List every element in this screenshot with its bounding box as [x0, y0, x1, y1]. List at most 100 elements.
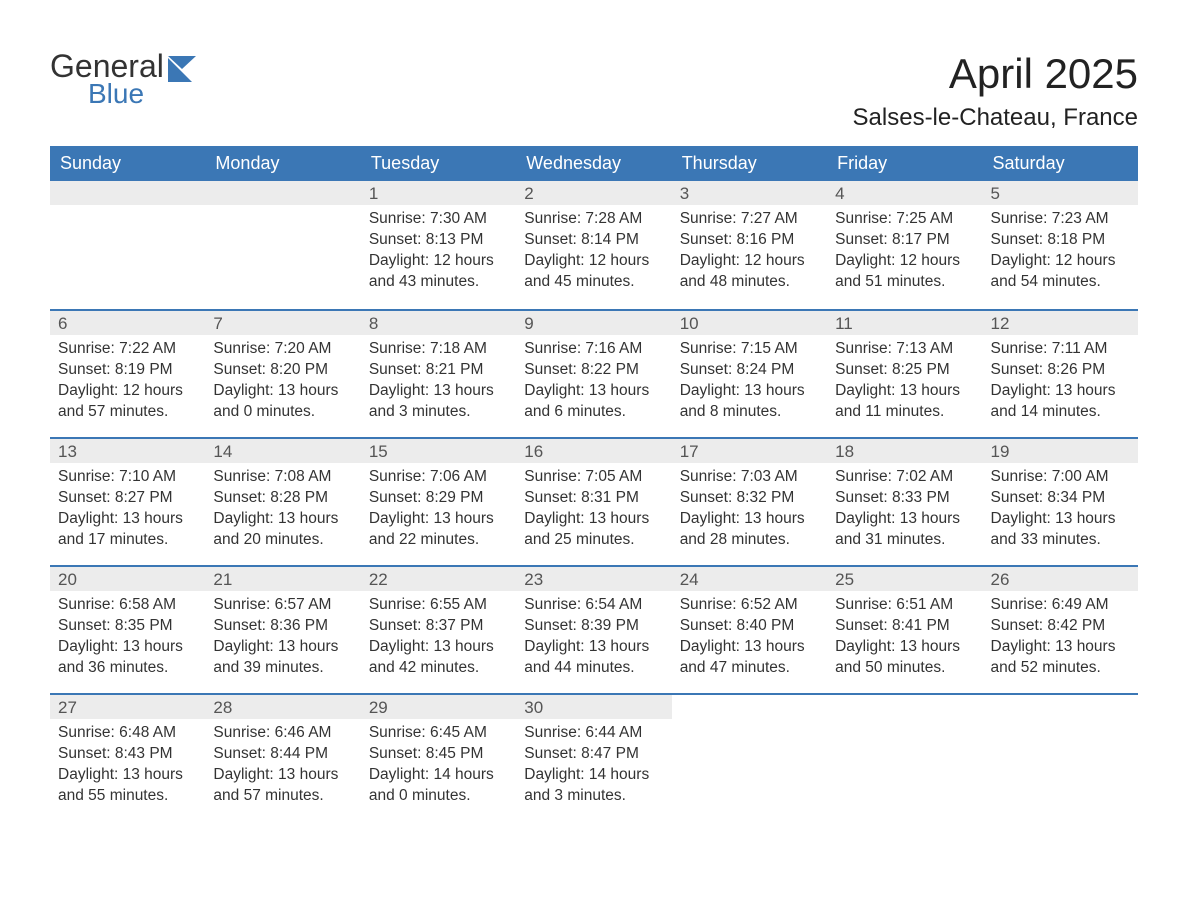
sunset-text: Sunset: 8:24 PM: [680, 360, 819, 381]
sunrise-text: Sunrise: 7:22 AM: [58, 339, 197, 360]
calendar-day: 3Sunrise: 7:27 AMSunset: 8:16 PMDaylight…: [672, 181, 827, 309]
sunrise-text: Sunrise: 7:16 AM: [524, 339, 663, 360]
day-content: Sunrise: 7:16 AMSunset: 8:22 PMDaylight:…: [516, 335, 671, 433]
sunrise-text: Sunrise: 7:25 AM: [835, 209, 974, 230]
daylight-text-1: Daylight: 14 hours: [524, 765, 663, 786]
month-title: April 2025: [853, 50, 1138, 98]
daylight-text-1: Daylight: 13 hours: [58, 509, 197, 530]
calendar-day: 14Sunrise: 7:08 AMSunset: 8:28 PMDayligh…: [205, 439, 360, 565]
sunset-text: Sunset: 8:43 PM: [58, 744, 197, 765]
day-number: 29: [361, 695, 516, 719]
sunrise-text: Sunrise: 6:54 AM: [524, 595, 663, 616]
day-number: 3: [672, 181, 827, 205]
sunset-text: Sunset: 8:25 PM: [835, 360, 974, 381]
day-content: Sunrise: 7:25 AMSunset: 8:17 PMDaylight:…: [827, 205, 982, 303]
day-content: Sunrise: 6:57 AMSunset: 8:36 PMDaylight:…: [205, 591, 360, 689]
daylight-text-2: and 28 minutes.: [680, 530, 819, 551]
brand-word2: Blue: [88, 78, 164, 110]
weekday-header: Thursday: [672, 146, 827, 181]
calendar-day: [827, 695, 982, 821]
day-number: 6: [50, 311, 205, 335]
day-content: Sunrise: 7:20 AMSunset: 8:20 PMDaylight:…: [205, 335, 360, 433]
day-content: Sunrise: 7:00 AMSunset: 8:34 PMDaylight:…: [983, 463, 1138, 561]
day-content: Sunrise: 6:49 AMSunset: 8:42 PMDaylight:…: [983, 591, 1138, 689]
day-number: 13: [50, 439, 205, 463]
sunset-text: Sunset: 8:18 PM: [991, 230, 1130, 251]
sunrise-text: Sunrise: 7:30 AM: [369, 209, 508, 230]
daylight-text-2: and 17 minutes.: [58, 530, 197, 551]
day-content: Sunrise: 7:03 AMSunset: 8:32 PMDaylight:…: [672, 463, 827, 561]
daylight-text-1: Daylight: 13 hours: [213, 381, 352, 402]
daylight-text-2: and 3 minutes.: [524, 786, 663, 807]
sunset-text: Sunset: 8:36 PM: [213, 616, 352, 637]
calendar-day: 27Sunrise: 6:48 AMSunset: 8:43 PMDayligh…: [50, 695, 205, 821]
daylight-text-2: and 3 minutes.: [369, 402, 508, 423]
sunset-text: Sunset: 8:33 PM: [835, 488, 974, 509]
daylight-text-1: Daylight: 13 hours: [58, 765, 197, 786]
daylight-text-2: and 14 minutes.: [991, 402, 1130, 423]
day-content: Sunrise: 6:48 AMSunset: 8:43 PMDaylight:…: [50, 719, 205, 817]
calendar-week: 6Sunrise: 7:22 AMSunset: 8:19 PMDaylight…: [50, 309, 1138, 437]
sunset-text: Sunset: 8:35 PM: [58, 616, 197, 637]
sunrise-text: Sunrise: 7:10 AM: [58, 467, 197, 488]
daylight-text-2: and 22 minutes.: [369, 530, 508, 551]
daylight-text-1: Daylight: 13 hours: [991, 509, 1130, 530]
day-number: 1: [361, 181, 516, 205]
brand-flag-icon: [168, 56, 206, 87]
daylight-text-1: Daylight: 13 hours: [213, 637, 352, 658]
daylight-text-1: Daylight: 13 hours: [835, 509, 974, 530]
sunrise-text: Sunrise: 6:49 AM: [991, 595, 1130, 616]
calendar-day: [672, 695, 827, 821]
sunrise-text: Sunrise: 7:15 AM: [680, 339, 819, 360]
daylight-text-1: Daylight: 12 hours: [58, 381, 197, 402]
sunset-text: Sunset: 8:26 PM: [991, 360, 1130, 381]
calendar-day: 7Sunrise: 7:20 AMSunset: 8:20 PMDaylight…: [205, 311, 360, 437]
day-number: 2: [516, 181, 671, 205]
daylight-text-1: Daylight: 13 hours: [213, 765, 352, 786]
sunrise-text: Sunrise: 6:45 AM: [369, 723, 508, 744]
day-content: Sunrise: 6:52 AMSunset: 8:40 PMDaylight:…: [672, 591, 827, 689]
calendar-day: 2Sunrise: 7:28 AMSunset: 8:14 PMDaylight…: [516, 181, 671, 309]
sunrise-text: Sunrise: 7:13 AM: [835, 339, 974, 360]
daylight-text-2: and 57 minutes.: [213, 786, 352, 807]
daylight-text-1: Daylight: 13 hours: [524, 509, 663, 530]
calendar-week: 13Sunrise: 7:10 AMSunset: 8:27 PMDayligh…: [50, 437, 1138, 565]
empty-day-header: [205, 181, 360, 205]
day-number: 21: [205, 567, 360, 591]
day-number: 27: [50, 695, 205, 719]
day-content: Sunrise: 7:28 AMSunset: 8:14 PMDaylight:…: [516, 205, 671, 303]
daylight-text-2: and 57 minutes.: [58, 402, 197, 423]
daylight-text-2: and 25 minutes.: [524, 530, 663, 551]
calendar-day: [983, 695, 1138, 821]
weekday-header: Monday: [205, 146, 360, 181]
day-number: 23: [516, 567, 671, 591]
calendar-day: 29Sunrise: 6:45 AMSunset: 8:45 PMDayligh…: [361, 695, 516, 821]
sunset-text: Sunset: 8:40 PM: [680, 616, 819, 637]
header-row: General Blue April 2025 Salses-le-Chatea…: [50, 50, 1138, 132]
sunset-text: Sunset: 8:13 PM: [369, 230, 508, 251]
daylight-text-2: and 51 minutes.: [835, 272, 974, 293]
day-content: Sunrise: 6:51 AMSunset: 8:41 PMDaylight:…: [827, 591, 982, 689]
daylight-text-2: and 20 minutes.: [213, 530, 352, 551]
sunset-text: Sunset: 8:37 PM: [369, 616, 508, 637]
daylight-text-2: and 33 minutes.: [991, 530, 1130, 551]
calendar-day: 12Sunrise: 7:11 AMSunset: 8:26 PMDayligh…: [983, 311, 1138, 437]
calendar-day: [205, 181, 360, 309]
daylight-text-2: and 42 minutes.: [369, 658, 508, 679]
calendar-day: 10Sunrise: 7:15 AMSunset: 8:24 PMDayligh…: [672, 311, 827, 437]
daylight-text-2: and 0 minutes.: [369, 786, 508, 807]
daylight-text-2: and 50 minutes.: [835, 658, 974, 679]
sunrise-text: Sunrise: 6:55 AM: [369, 595, 508, 616]
sunset-text: Sunset: 8:19 PM: [58, 360, 197, 381]
calendar-week: 1Sunrise: 7:30 AMSunset: 8:13 PMDaylight…: [50, 181, 1138, 309]
daylight-text-1: Daylight: 13 hours: [991, 637, 1130, 658]
day-number: 19: [983, 439, 1138, 463]
daylight-text-2: and 31 minutes.: [835, 530, 974, 551]
day-number: 14: [205, 439, 360, 463]
day-number: 17: [672, 439, 827, 463]
weekday-header: Friday: [827, 146, 982, 181]
weekday-header-row: Sunday Monday Tuesday Wednesday Thursday…: [50, 146, 1138, 181]
calendar-day: 16Sunrise: 7:05 AMSunset: 8:31 PMDayligh…: [516, 439, 671, 565]
daylight-text-2: and 39 minutes.: [213, 658, 352, 679]
daylight-text-1: Daylight: 13 hours: [369, 509, 508, 530]
